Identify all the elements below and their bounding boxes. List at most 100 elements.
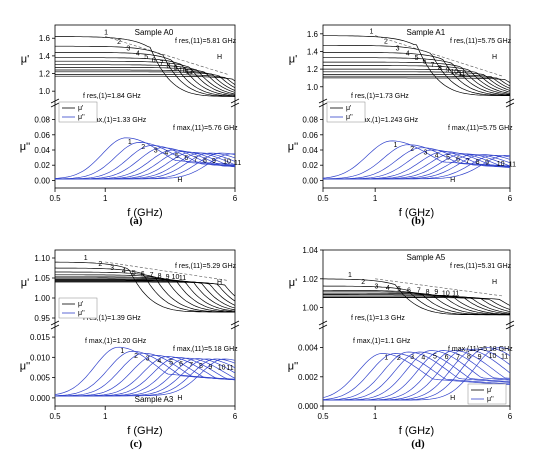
sample-title: Sample A3 (135, 395, 174, 404)
legend-label-real: μ' (487, 387, 492, 394)
curve-label-upper: 7 (150, 272, 154, 279)
real-permeability-curve-3 (55, 52, 236, 97)
real-permeability-curve-8 (55, 279, 236, 309)
y-tick-label-upper: 1.4 (307, 47, 319, 56)
imag-permeability-curve-11 (323, 154, 511, 180)
real-permeability-curve-7 (55, 278, 236, 311)
curve-label-upper: 11 (452, 291, 459, 298)
imag-permeability-curve-3 (55, 145, 236, 180)
imag-permeability-curve-4 (55, 354, 236, 397)
curve-label-lower: 3 (146, 355, 150, 362)
y-tick-label-lower: 0.000 (30, 394, 51, 403)
field-arrow-label-upper: H (492, 279, 497, 286)
curve-label-lower: 9 (478, 354, 482, 361)
legend: μ' μ'' (467, 383, 507, 405)
curve-label-lower: 4 (435, 153, 439, 160)
y-tick-label-upper: 0.95 (34, 314, 50, 323)
real-permeability-curve-2 (54, 267, 235, 313)
curve-label-upper: 10 (442, 291, 450, 298)
y-tick-label-lower: 0.000 (298, 402, 319, 411)
imag-permeability-curve-7 (323, 153, 511, 180)
plot-frame (322, 249, 511, 407)
resonance-annotation-1: f res,(1)=1.84 GHz (83, 93, 141, 100)
field-arrow-label-lower: H (177, 395, 182, 402)
curve-label-upper: 4 (122, 268, 126, 275)
real-permeability-curve-2 (323, 44, 510, 96)
field-arrow-label-upper: H (492, 54, 497, 61)
curve-label-lower: 11 (234, 160, 241, 167)
field-arrow-label-lower: H (450, 395, 455, 402)
y-tick-label-lower: 0.06 (34, 131, 50, 140)
y-axis-label-upper: μ' (289, 54, 297, 66)
sample-title: Sample A0 (135, 28, 174, 37)
x-tick-label: 0.5 (317, 194, 329, 203)
curve-label-lower: 8 (203, 158, 207, 165)
y-axis-label-upper: μ' (289, 277, 297, 289)
real-permeability-curve-4 (55, 274, 236, 313)
curve-label-upper: 9 (166, 274, 170, 281)
max-annotation-11: f max,(11)=5.76 GHz (173, 125, 238, 132)
real-permeability-curve-3 (55, 271, 235, 313)
curve-label-upper: 10 (450, 69, 458, 76)
y-tick-label-upper: 1.10 (34, 254, 50, 263)
legend: μ' μ'' (326, 101, 366, 123)
real-envelope-line (105, 261, 229, 281)
curve-label-lower: 6 (456, 157, 460, 164)
curve-label-upper: 10 (179, 67, 187, 74)
x-tick-label: 0.5 (317, 412, 329, 421)
curve-label-upper: 8 (166, 63, 170, 70)
y-tick-label-upper: 1.0 (307, 83, 319, 92)
axis-break-left (318, 320, 328, 330)
imag-permeability-curve-4 (55, 147, 236, 180)
curve-label-upper: 7 (417, 288, 421, 295)
real-permeability-curve-4 (55, 57, 236, 97)
curve-label-upper: 9 (434, 289, 438, 296)
panel-caption: (a) (130, 215, 143, 227)
curve-label-lower: 6 (184, 155, 188, 162)
x-tick-label: 6 (233, 194, 238, 203)
x-axis-label: f (GHz) (127, 425, 162, 437)
legend-label-imag: μ'' (346, 114, 353, 121)
curve-label-lower: 4 (421, 354, 425, 361)
curve-label-lower: 4 (164, 150, 168, 157)
imag-permeability-curve-3 (323, 351, 511, 401)
curve-label-upper: 11 (458, 71, 465, 78)
real-permeability-curve-9 (323, 74, 511, 89)
axis-break-right (230, 98, 240, 108)
curve-label-lower: 5 (169, 360, 173, 367)
x-tick-label: 6 (233, 412, 238, 421)
curve-label-upper: 8 (438, 65, 442, 72)
curve-label-lower: 8 (476, 159, 480, 166)
real-permeability-curve-10 (55, 74, 236, 85)
curve-label-lower: 1 (120, 348, 124, 355)
axis-break-left (50, 98, 60, 108)
panel-caption: (c) (130, 438, 143, 450)
x-axis-label: f (GHz) (127, 207, 162, 219)
curve-label-lower: 10 (497, 161, 505, 168)
curve-label-upper: 10 (172, 274, 180, 281)
curve-label-lower: 6 (179, 361, 183, 368)
y-axis-label-lower: μ'' (20, 361, 31, 373)
max-annotation-11: f max,(11)=5.18 GHz (173, 346, 238, 353)
curve-label-lower: 7 (456, 355, 460, 362)
curve-label-upper: 2 (384, 38, 388, 45)
legend: μ' μ'' (58, 101, 98, 123)
y-tick-label-lower: 0.04 (302, 146, 318, 155)
y-tick-label-upper: 1.02 (302, 275, 318, 284)
axis-break-right (505, 320, 515, 330)
curve-label-upper: 2 (117, 39, 121, 46)
curve-label-upper: 5 (144, 54, 148, 61)
real-permeability-curve-6 (55, 64, 236, 95)
field-arrow-label-upper: H (217, 54, 222, 61)
curve-label-upper: 8 (158, 273, 162, 280)
imag-permeability-curve-2 (322, 353, 511, 400)
y-tick-label-upper: 1.00 (34, 294, 50, 303)
sample-title: Sample A1 (406, 28, 445, 37)
y-tick-label-upper: 1.05 (34, 274, 50, 283)
x-tick-label: 0.5 (49, 412, 61, 421)
curve-label-upper: 2 (98, 261, 102, 268)
panel-caption: (d) (411, 438, 425, 450)
curve-label-upper: 7 (431, 62, 435, 69)
curve-label-upper: 5 (415, 55, 419, 62)
curve-label-lower: 2 (397, 355, 401, 362)
